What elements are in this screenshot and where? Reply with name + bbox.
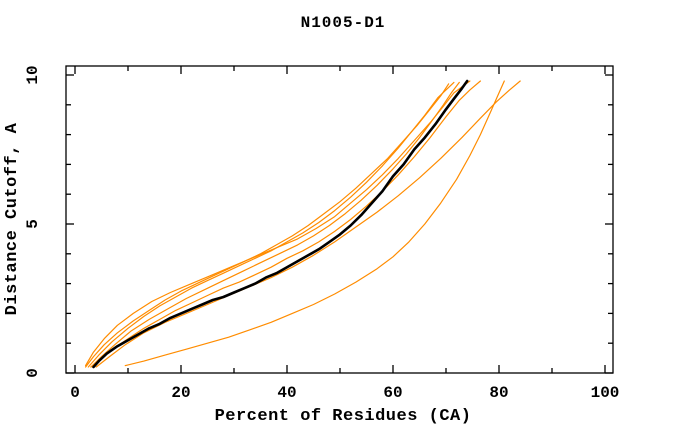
axis-ticks: [66, 66, 613, 374]
x-axis-title: Percent of Residues (CA): [215, 407, 472, 426]
frame-border: [65, 65, 614, 374]
plot-frame: [65, 65, 614, 374]
y-tick-label: 0: [24, 368, 42, 378]
series-model-line-4: [84, 80, 471, 367]
chart-title: N1005-D1: [301, 14, 386, 32]
series-highlight-line: [92, 79, 469, 369]
x-tick-label: 0: [70, 384, 80, 402]
tick-labels: 0 20 40 60 80 100 0 5 10: [24, 65, 619, 402]
series-model-line-7: [124, 80, 505, 367]
x-tick-label: 40: [277, 384, 296, 402]
x-tick-label: 60: [383, 384, 402, 402]
series-model-line-5: [90, 80, 481, 368]
y-tick-label: 10: [24, 65, 42, 84]
x-tick-label: 20: [171, 384, 190, 402]
series-model-line-3: [90, 81, 460, 368]
y-tick-label: 5: [24, 219, 42, 229]
series-model-line-2: [87, 81, 455, 368]
series-model-line-1: [84, 83, 450, 368]
data-series: [84, 79, 521, 369]
x-tick-label: 80: [489, 384, 508, 402]
x-tick-label: 100: [591, 384, 620, 402]
y-axis-title: Distance Cutoff, A: [3, 122, 22, 315]
